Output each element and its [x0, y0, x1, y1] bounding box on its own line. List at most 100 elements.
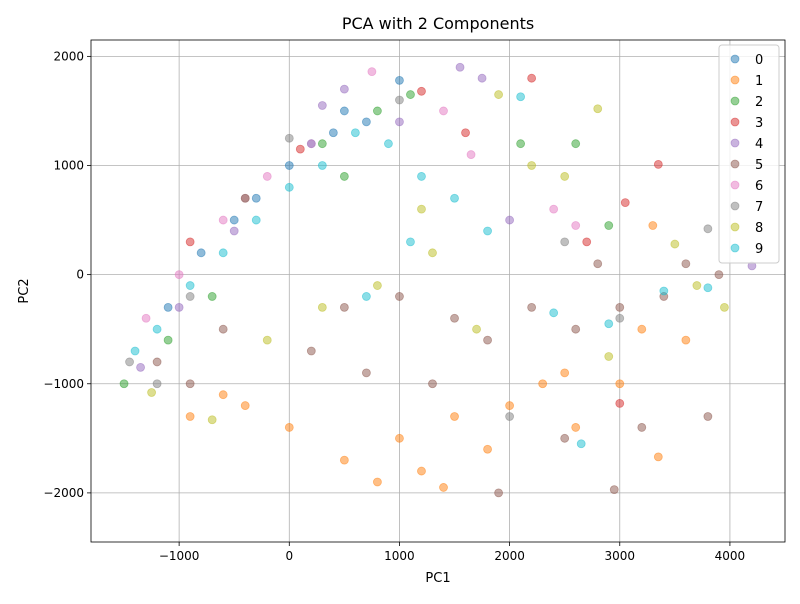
point-series-9 — [384, 139, 393, 149]
point-series-4 — [136, 362, 145, 372]
legend-label: 4 — [755, 137, 763, 152]
point-series-8 — [560, 172, 570, 181]
point-series-9 — [152, 324, 162, 334]
point-series-5 — [615, 302, 625, 312]
point-series-1 — [417, 466, 426, 476]
point-series-4 — [477, 73, 487, 83]
point-series-1 — [483, 444, 492, 454]
point-series-5 — [339, 302, 349, 312]
point-series-1 — [450, 412, 459, 421]
axis-ticks: −1000 0 1000 2000 3000 4000 −2000 −1000 0 1000 200… — [43, 49, 745, 563]
point-series-9 — [350, 128, 360, 138]
point-series-8 — [494, 90, 503, 99]
point-series-4 — [455, 62, 465, 72]
point-series-5 — [494, 488, 503, 498]
legend-marker — [730, 75, 740, 85]
point-series-6 — [367, 67, 377, 77]
point-series-4 — [505, 215, 515, 225]
point-series-6 — [262, 172, 272, 181]
data-points — [119, 62, 757, 498]
point-series-0 — [251, 193, 261, 203]
point-series-9 — [659, 286, 669, 296]
y-axis-label: PC2 — [17, 278, 32, 303]
point-series-6 — [549, 204, 559, 214]
point-series-9 — [483, 226, 492, 236]
point-series-7 — [152, 379, 162, 389]
point-series-9 — [576, 439, 586, 449]
point-series-9 — [185, 281, 195, 290]
point-series-7 — [560, 237, 570, 247]
axes-frame — [90, 39, 786, 543]
point-series-7 — [505, 412, 515, 421]
point-series-5 — [637, 423, 647, 432]
point-series-5 — [609, 485, 619, 495]
x-tick-label: 2000 — [494, 549, 525, 563]
point-series-3 — [461, 128, 470, 138]
x-tick-label: 4000 — [715, 549, 746, 563]
point-series-6 — [141, 313, 151, 323]
point-series-1 — [681, 335, 691, 345]
legend-label: 0 — [755, 53, 763, 68]
point-series-9 — [251, 215, 261, 225]
point-series-3 — [295, 144, 305, 154]
point-series-0 — [395, 75, 404, 85]
point-series-0 — [163, 302, 173, 312]
point-series-5 — [681, 259, 691, 269]
legend-label: 1 — [755, 74, 763, 89]
point-series-8 — [207, 415, 217, 425]
point-series-2 — [339, 172, 349, 181]
point-series-5 — [571, 324, 581, 334]
x-tick-label: 3000 — [604, 549, 635, 563]
point-series-8 — [720, 302, 729, 312]
point-series-0 — [229, 215, 239, 225]
point-series-7 — [240, 193, 250, 203]
point-series-9 — [218, 248, 228, 258]
point-series-2 — [207, 292, 217, 301]
legend-marker — [730, 117, 740, 127]
point-series-9 — [317, 161, 327, 170]
point-series-9 — [549, 308, 559, 318]
point-series-1 — [571, 423, 581, 432]
point-series-8 — [317, 302, 327, 312]
point-series-6 — [218, 215, 228, 225]
y-tick-label: 1000 — [53, 159, 84, 173]
point-series-5 — [218, 324, 228, 334]
legend-label: 8 — [755, 221, 763, 236]
point-series-7 — [395, 95, 404, 105]
legend-label: 9 — [755, 242, 763, 257]
point-series-2 — [163, 335, 173, 345]
y-tick-label: 0 — [76, 268, 84, 282]
point-series-1 — [373, 477, 382, 487]
x-axis-label: PC1 — [425, 571, 450, 586]
legend-box — [718, 44, 780, 264]
point-series-0 — [196, 248, 206, 258]
point-series-9 — [406, 237, 415, 247]
point-series-2 — [317, 139, 327, 149]
chart-title: PCA with 2 Components — [342, 14, 534, 33]
point-series-9 — [450, 193, 459, 203]
point-series-6 — [439, 106, 448, 116]
legend-marker — [730, 201, 740, 211]
point-series-6 — [571, 221, 581, 230]
x-tick-label: 0 — [285, 549, 293, 563]
point-series-8 — [472, 324, 481, 334]
point-series-4 — [174, 302, 184, 312]
point-series-3 — [620, 198, 630, 208]
point-series-8 — [670, 239, 680, 249]
point-series-2 — [516, 139, 526, 149]
y-tick-label: −1000 — [43, 377, 84, 391]
point-series-8 — [604, 352, 614, 361]
point-series-2 — [406, 90, 415, 99]
point-series-8 — [147, 388, 156, 397]
point-series-1 — [218, 390, 228, 400]
point-series-3 — [527, 73, 537, 83]
point-series-9 — [417, 172, 426, 181]
point-series-5 — [560, 433, 570, 443]
point-series-4 — [317, 101, 327, 110]
point-series-8 — [262, 335, 272, 345]
legend-label: 5 — [755, 158, 763, 173]
point-series-1 — [505, 401, 515, 410]
point-series-5 — [152, 357, 162, 367]
